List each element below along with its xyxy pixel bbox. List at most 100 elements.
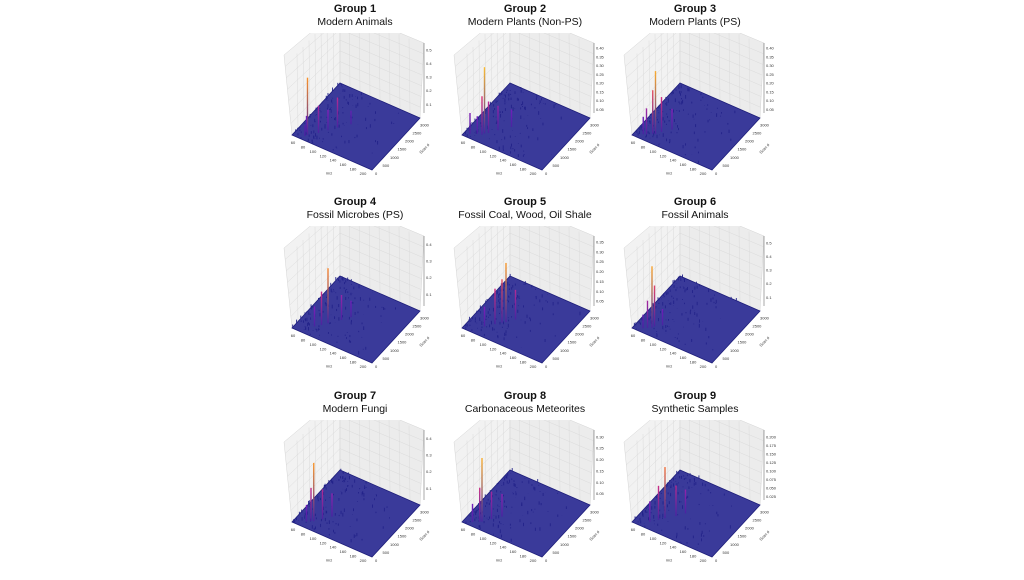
gridline: [339, 243, 422, 280]
gridline: [349, 420, 351, 475]
gridline: [459, 254, 511, 306]
gridline: [509, 437, 592, 474]
x-tick-label: 100: [480, 149, 487, 154]
plot-subtitle: Fossil Microbes (PS): [306, 209, 404, 221]
z-tick-label: 0.25: [596, 259, 605, 264]
x-tick-label: 200: [360, 364, 367, 369]
y-tick-label: 3000: [420, 122, 430, 127]
y-axis-label: Scan #: [588, 142, 601, 155]
gridline: [538, 33, 541, 97]
x-tick-label: 200: [360, 558, 367, 563]
gridline: [388, 33, 391, 105]
gridline: [509, 50, 592, 87]
gridline: [519, 33, 521, 88]
plot-title: Group 3: [673, 3, 717, 15]
gridline: [568, 34, 571, 110]
peak-spike: [304, 125, 306, 137]
x-tick-label: 100: [650, 536, 657, 541]
x-tick-label: 180: [690, 166, 697, 171]
gridline: [568, 227, 571, 303]
x-tick-label: 160: [510, 549, 517, 554]
gridline: [648, 233, 651, 309]
peak-spike: [483, 306, 486, 327]
z-tick-label: 0.4: [766, 254, 772, 259]
z-tick-label: 0.3: [426, 259, 432, 264]
peak-spike: [313, 462, 315, 522]
y-tick-label: 2500: [583, 130, 593, 135]
gridline: [679, 448, 762, 484]
gridline: [456, 420, 507, 466]
gridline: [359, 33, 361, 92]
x-tick-label: 100: [310, 536, 317, 541]
gridline: [484, 226, 487, 303]
x-tick-label: 160: [510, 162, 517, 167]
z-tick-label: 0.050: [766, 485, 777, 490]
gridline: [359, 420, 361, 479]
gridline: [666, 420, 669, 484]
gridline: [288, 243, 341, 294]
gridline: [548, 33, 551, 101]
y-tick-label: 2000: [575, 332, 585, 337]
peak-spike: [510, 109, 513, 127]
gridline: [478, 40, 481, 116]
z-tick-label: 0.30: [596, 63, 605, 68]
gridline: [457, 232, 511, 283]
gridline: [648, 40, 651, 116]
x-tick-label: 140: [670, 351, 677, 356]
plot-title: Group 1: [333, 3, 377, 15]
gridline: [629, 448, 681, 500]
gridline: [378, 226, 381, 294]
gridline: [642, 239, 645, 316]
y-tick-label: 2500: [583, 323, 593, 328]
x-tick-label: 80: [471, 338, 476, 343]
gridline: [289, 448, 341, 500]
gridline: [642, 46, 645, 123]
x-tick-label: 200: [530, 558, 537, 563]
plot-title: Group 2: [503, 3, 547, 15]
x-tick-label: 180: [350, 166, 357, 171]
gridline: [748, 38, 751, 114]
gridline: [285, 420, 324, 454]
gridline: [718, 33, 721, 101]
peak-spike: [497, 105, 499, 131]
gridline: [728, 420, 731, 492]
z-tick-label: 0.20: [766, 81, 775, 86]
gridline: [628, 50, 681, 101]
z-tick-label: 0.10: [596, 98, 605, 103]
gridline: [509, 243, 592, 280]
z-tick-label: 0.10: [766, 98, 775, 103]
gridline: [713, 420, 764, 441]
gridline: [687, 226, 763, 258]
gridline: [648, 427, 651, 503]
gridline: [538, 420, 541, 484]
peak-spike: [664, 467, 666, 519]
plot-subtitle: Fossil Coal, Wood, Oil Shale: [458, 209, 592, 221]
gridline: [748, 231, 751, 307]
gridline: [568, 421, 571, 497]
y-tick-label: 1000: [390, 542, 400, 547]
gridline: [689, 420, 691, 475]
peak-spike: [305, 504, 308, 522]
gridline: [654, 420, 657, 497]
x-tick-label: 80: [301, 532, 306, 537]
gridline: [314, 33, 317, 110]
y-tick-label: 3000: [590, 509, 600, 514]
gridline: [455, 33, 494, 67]
z-tick-label: 0.15: [596, 468, 605, 473]
peak-spike: [350, 300, 352, 318]
x-tick-label: 160: [680, 162, 687, 167]
z-tick-label: 0.40: [596, 46, 605, 51]
gridline: [517, 420, 593, 452]
gridline: [287, 232, 341, 283]
z-tick-label: 0.10: [596, 289, 605, 294]
z-tick-label: 0.150: [766, 451, 777, 456]
gridline: [628, 437, 681, 488]
y-tick-label: 2000: [405, 139, 415, 144]
y-tick-label: 1500: [738, 147, 748, 152]
z-tick-label: 0.125: [766, 460, 777, 465]
gridline: [496, 420, 499, 484]
z-tick-label: 0.20: [596, 81, 605, 86]
gridline: [543, 33, 594, 54]
gridline: [679, 426, 763, 463]
